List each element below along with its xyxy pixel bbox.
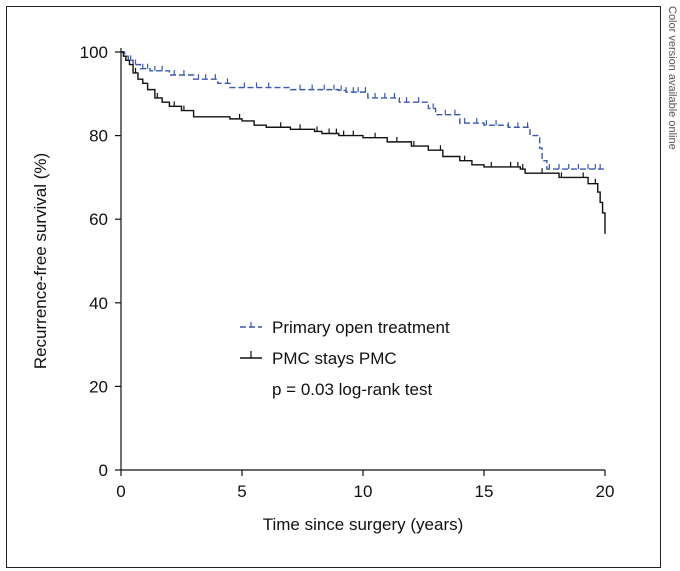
x-tick-label: 20: [596, 482, 615, 501]
y-axis-title: Recurrence-free survival (%): [31, 153, 50, 369]
legend: Primary open treatment PMC stays PMC p =…: [240, 318, 450, 399]
legend-label-pmc: PMC stays PMC: [272, 349, 397, 368]
pvalue-annotation: p = 0.03 log-rank test: [272, 380, 432, 399]
y-tick-label: 100: [80, 43, 108, 62]
y-tick-label: 60: [89, 210, 108, 229]
figure-frame: [6, 6, 661, 568]
y-tick-label: 80: [89, 127, 108, 146]
x-tick-label: 10: [354, 482, 373, 501]
axes: 0 20 40 60 80 100 0 5 10 15 20: [80, 43, 615, 501]
x-tick-label: 15: [475, 482, 494, 501]
x-axis-title: Time since surgery (years): [263, 515, 464, 534]
survival-curve-pmc: [121, 51, 606, 234]
legend-label-primary-open: Primary open treatment: [272, 318, 450, 337]
y-tick-label: 0: [99, 461, 108, 480]
y-tick-label: 40: [89, 294, 108, 313]
series-layer: [121, 51, 606, 234]
x-tick-label: 0: [116, 482, 125, 501]
y-tick-label: 20: [89, 377, 108, 396]
x-tick-label: 5: [237, 482, 246, 501]
